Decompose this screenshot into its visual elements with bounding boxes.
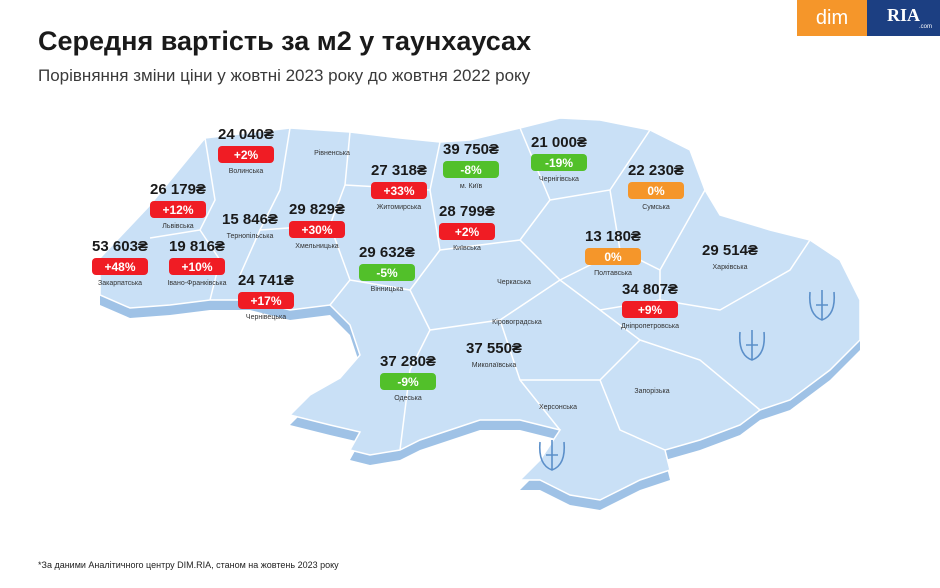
region-change-badge: -9% <box>380 373 436 390</box>
region-change-badge: +9% <box>622 301 678 318</box>
region-price: 29 514₴ <box>702 242 758 259</box>
region-price: 29 829₴ <box>289 201 345 218</box>
region-name: Хмельницька <box>295 243 339 250</box>
region-price: 26 179₴ <box>150 181 206 198</box>
region-change-badge: -8% <box>443 161 499 178</box>
region-price: 24 040₴ <box>218 126 274 143</box>
region-price: 37 550₴ <box>466 340 522 357</box>
region-name: Львівська <box>162 223 194 230</box>
region-change-badge: +2% <box>218 146 274 163</box>
dim-logo[interactable]: dim <box>797 0 867 36</box>
page-subtitle: Порівняння зміни ціни у жовтні 2023 року… <box>38 66 531 85</box>
region-name: м. Київ <box>459 183 483 190</box>
region-price: 37 280₴ <box>380 353 436 370</box>
region-price: 29 632₴ <box>359 244 415 261</box>
region-price: 27 318₴ <box>371 162 427 179</box>
region-price: 28 799₴ <box>439 203 495 220</box>
region-change-badge: +17% <box>238 292 294 309</box>
region-change-badge: +48% <box>92 258 148 275</box>
region-name: Одеська <box>394 395 422 402</box>
ria-logo-text: RIA <box>886 5 920 25</box>
footnote: *За даними Аналітичного центру DIM.RIA, … <box>38 560 339 570</box>
region-price: 13 180₴ <box>585 228 641 245</box>
region-change-badge: 0% <box>628 182 684 199</box>
region-borders <box>149 127 811 451</box>
region-name: Закарпатська <box>97 280 143 287</box>
region-name: Харківська <box>712 264 748 271</box>
region-change-badge: +33% <box>371 182 427 199</box>
region-name: Тернопільська <box>226 233 274 240</box>
ria-logo-domain: .com <box>918 24 932 30</box>
region-change-badge: -19% <box>531 154 587 171</box>
region-name: Івано-Франківська <box>167 280 227 287</box>
region-price: 24 741₴ <box>238 272 294 289</box>
region-name: Волинська <box>228 168 264 175</box>
region-name: Дніпропетровська <box>620 323 680 330</box>
region-name: Київська <box>453 245 481 252</box>
region-name: Сумська <box>642 204 670 211</box>
region-name: Чернігівська <box>539 176 579 183</box>
region-name: Житомирська <box>376 204 422 211</box>
region-name: Чернівецька <box>245 314 287 321</box>
region-price: 39 750₴ <box>443 141 499 158</box>
region-name: Рівненська <box>314 150 350 157</box>
region-price: 21 000₴ <box>531 134 587 151</box>
region-name: Херсонська <box>538 404 578 411</box>
region-price: 22 230₴ <box>628 162 684 179</box>
region-change-badge: -5% <box>359 264 415 281</box>
region-change-badge: +2% <box>439 223 495 240</box>
page-title: Середня вартість за м2 у таунхаусах <box>38 26 532 56</box>
region-change-badge: +12% <box>150 201 206 218</box>
region-name: Черкаська <box>497 279 531 286</box>
region-change-badge: +30% <box>289 221 345 238</box>
ria-logo[interactable]: RIA .com <box>867 0 940 36</box>
region-price: 34 807₴ <box>622 281 678 298</box>
trident-decorations <box>538 290 836 471</box>
region-name: Кіровоградська <box>492 319 542 326</box>
region-name: Вінницька <box>370 286 404 293</box>
region-name: Запорізька <box>634 388 670 395</box>
region-price: 15 846₴ <box>222 211 278 228</box>
region-price: 19 816₴ <box>169 238 225 255</box>
region-price: 53 603₴ <box>92 238 148 255</box>
region-name: Миколаївська <box>471 362 517 369</box>
region-change-badge: 0% <box>585 248 641 265</box>
map-top-face <box>99 117 861 501</box>
region-change-badge: +10% <box>169 258 225 275</box>
region-name: Полтавська <box>594 270 632 277</box>
